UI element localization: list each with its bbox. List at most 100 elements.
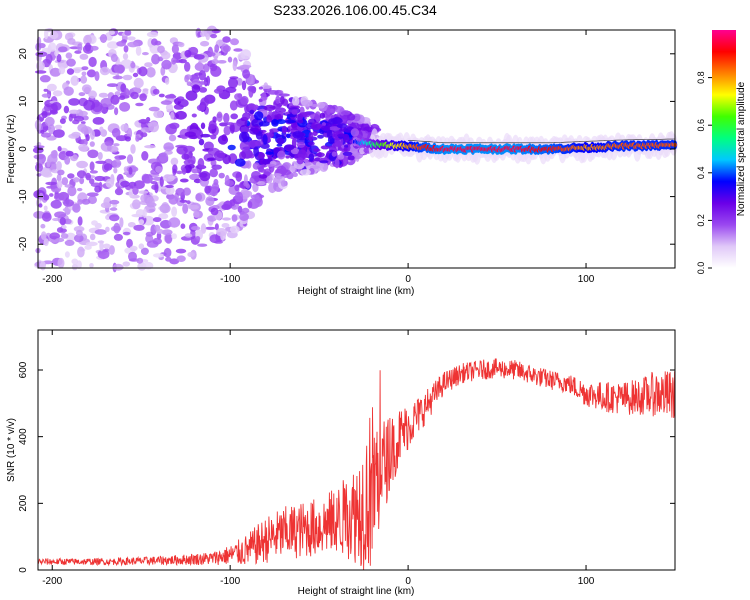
spectrogram-cell bbox=[158, 213, 169, 220]
spectrogram-cell bbox=[152, 217, 162, 223]
spectrogram-cell bbox=[77, 43, 83, 52]
spectrogram-cell bbox=[110, 53, 118, 63]
snr-panel: -200 -100 0 100 0 200 400 600 Height of straig… bbox=[6, 329, 676, 597]
spectrogram-cell bbox=[243, 181, 249, 187]
spectrogram-cell bbox=[146, 196, 155, 208]
spectrogram-cell bbox=[109, 207, 118, 211]
spectrogram-cell bbox=[89, 263, 94, 268]
spectrogram-cell bbox=[247, 85, 256, 92]
spectrogram-cell bbox=[132, 199, 141, 210]
spectrogram-cell bbox=[200, 133, 211, 138]
spectrogram-cell bbox=[130, 91, 139, 100]
spectrogram-cell bbox=[212, 116, 217, 123]
spectrogram-cell bbox=[205, 33, 210, 41]
snr-x-tick-label: -200 bbox=[42, 576, 62, 587]
spectrogram-cell bbox=[87, 149, 99, 159]
spectrogram-cell bbox=[218, 172, 225, 179]
spectrogram-cell bbox=[273, 173, 282, 177]
spectrogram-cell bbox=[65, 150, 74, 157]
spectrogram-cell bbox=[74, 234, 84, 243]
spectrogram-cell bbox=[254, 111, 264, 121]
spectrogram-cell bbox=[133, 224, 145, 231]
spectrogram-cell bbox=[295, 113, 304, 121]
spectrogram-cell bbox=[197, 158, 205, 169]
spectrogram-cell bbox=[249, 127, 260, 135]
spectrogram-cell bbox=[221, 223, 230, 228]
spectrogram-cell bbox=[38, 43, 46, 49]
spectrogram-cell bbox=[223, 125, 231, 136]
spectrogram-cell bbox=[207, 215, 217, 222]
spectrogram-cell bbox=[239, 131, 250, 143]
spectrogram-cell bbox=[135, 102, 144, 107]
spectrogram-cell bbox=[164, 184, 174, 189]
spectrogram-cell bbox=[41, 110, 48, 119]
spectrogram-cell bbox=[181, 153, 190, 160]
snr-y-tick-label: 0 bbox=[18, 567, 29, 573]
spectrogram-cell bbox=[132, 185, 139, 195]
spectrogram-cell bbox=[246, 160, 252, 169]
spectrogram-cell bbox=[135, 45, 142, 56]
spectrogram-x-tick-label: -100 bbox=[220, 274, 240, 285]
spectrogram-cell bbox=[176, 255, 186, 262]
spectrogram-cell bbox=[157, 45, 165, 54]
spectrogram-cell bbox=[296, 141, 306, 148]
spectrogram-cell bbox=[262, 158, 272, 166]
spectrogram-cell bbox=[73, 68, 81, 74]
spectrogram-cell bbox=[126, 154, 134, 164]
spectrogram-cell bbox=[168, 134, 177, 142]
spectrogram-cell bbox=[179, 199, 188, 203]
snr-x-ticks: -200 -100 0 100 bbox=[42, 330, 595, 587]
spectrogram-cell bbox=[65, 52, 73, 59]
spectrogram-y-ticks: -20 -10 0 10 20 bbox=[18, 48, 675, 251]
spectrogram-cell bbox=[45, 53, 53, 64]
spectrogram-cell bbox=[182, 203, 189, 214]
spectrogram-cell bbox=[156, 228, 164, 235]
spectrogram-cell bbox=[59, 118, 66, 124]
spectrogram-cell bbox=[116, 41, 126, 47]
spectrogram-cell bbox=[154, 182, 159, 194]
spectrogram-cell bbox=[76, 170, 87, 179]
spectrogram-cell bbox=[301, 99, 313, 107]
spectrogram-cell bbox=[281, 125, 288, 134]
spectrogram-cell bbox=[94, 185, 102, 193]
spectrogram-cell bbox=[184, 233, 193, 238]
spectrogram-cell bbox=[73, 115, 85, 122]
spectrogram-cell bbox=[195, 236, 201, 242]
spectrogram-cell bbox=[126, 238, 133, 248]
spectrogram-cell bbox=[331, 117, 343, 125]
spectrogram-cell bbox=[217, 60, 227, 64]
spectrogram-cell bbox=[258, 168, 267, 173]
spectrogram-ridge-edge bbox=[408, 138, 676, 144]
spectrogram-cell bbox=[97, 249, 110, 260]
colorbar-tick-label: 0.0 bbox=[696, 262, 706, 275]
spectrogram-cell bbox=[310, 104, 320, 107]
spectrogram-cell bbox=[153, 110, 164, 119]
spectrogram-cell bbox=[158, 93, 165, 98]
colorbar-gradient bbox=[712, 30, 736, 268]
spectrogram-cell bbox=[135, 135, 140, 142]
spectrogram-cell bbox=[40, 223, 46, 229]
spectrogram-cell bbox=[71, 258, 79, 265]
spectrogram-cell bbox=[41, 93, 51, 98]
spectrogram-cell bbox=[77, 199, 83, 205]
spectrogram-y-tick-label: 10 bbox=[18, 95, 29, 107]
spectrogram-cell bbox=[64, 251, 70, 258]
spectrogram-cell bbox=[57, 257, 65, 269]
spectrogram-cell bbox=[148, 208, 155, 212]
spectrogram-cell bbox=[223, 200, 233, 210]
spectrogram-cell bbox=[122, 74, 133, 81]
spectrogram-cell bbox=[168, 217, 181, 228]
spectrogram-cell bbox=[172, 164, 178, 173]
spectrogram-cell bbox=[108, 30, 115, 35]
spectrogram-cell bbox=[275, 95, 281, 105]
spectrogram-cell bbox=[284, 119, 296, 124]
spectrogram-cell bbox=[100, 97, 113, 108]
spectrogram-cell bbox=[99, 240, 104, 252]
spectrogram-cell bbox=[249, 178, 255, 183]
spectrogram-cell bbox=[81, 198, 91, 205]
spectrogram-cell bbox=[94, 175, 106, 182]
spectrogram-cell bbox=[73, 226, 85, 232]
spectrogram-cell bbox=[286, 133, 291, 139]
spectrogram-cell bbox=[61, 225, 67, 229]
